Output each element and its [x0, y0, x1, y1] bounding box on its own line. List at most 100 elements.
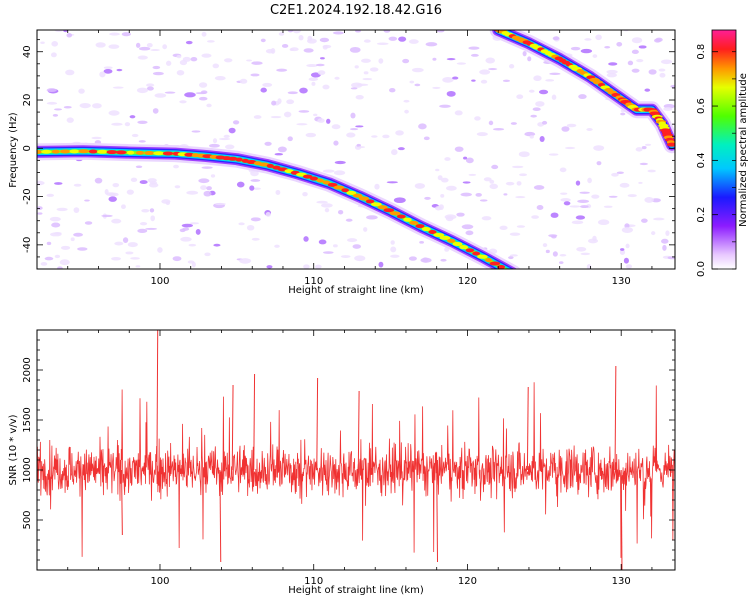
spectrogram-noise-speck	[302, 191, 308, 197]
spectrogram-noise-speck	[40, 41, 45, 44]
spectrogram-noise-speck	[414, 83, 421, 87]
spectrogram-noise-speck	[463, 156, 468, 160]
spectrogram-noise-speck	[303, 236, 309, 242]
ridge-peak-blob	[358, 196, 369, 201]
spectrogram-noise-speck	[559, 261, 564, 265]
spectrogram-noise-speck	[404, 109, 409, 114]
spectrogram-noise-speck	[54, 182, 63, 185]
spectrogram-noise-speck	[146, 83, 155, 87]
spectrogram-noise-speck	[593, 145, 605, 151]
spectrogram-noise-speck	[591, 194, 600, 199]
spectrogram-noise-speck	[298, 34, 304, 41]
ridge-peak-blob	[126, 150, 135, 155]
spectrogram-noise-speck	[146, 43, 153, 48]
spectrogram-noise-speck	[101, 214, 113, 218]
spectrogram-noise-speck	[508, 256, 514, 260]
spectrogram-noise-speck	[322, 45, 328, 50]
spectrogram-noise-speck	[608, 62, 618, 66]
spectrogram-noise-speck	[662, 244, 667, 251]
spectrogram-noise-speck	[46, 193, 55, 197]
spectrogram-x-tick-label: 120	[458, 276, 477, 287]
spectrogram-noise-speck	[663, 107, 673, 111]
spectrogram-noise-speck	[51, 41, 59, 47]
spectrogram-noise-speck	[52, 113, 59, 117]
ridge-peak-blob	[472, 251, 481, 256]
spectrogram-noise-speck	[334, 76, 340, 80]
ridge-peak-blob	[316, 178, 324, 183]
spectrogram-noise-speck	[647, 169, 656, 173]
spectrogram-noise-speck	[619, 249, 626, 255]
spectrogram-y-tick-label: 0	[22, 145, 33, 151]
spectrogram-noise-speck	[225, 144, 235, 150]
spectrogram-noise-speck	[644, 88, 651, 92]
spectrogram-noise-speck	[354, 255, 366, 262]
spectrogram-noise-speck	[77, 247, 88, 251]
spectrogram-noise-speck	[356, 143, 361, 147]
spectrogram-noise-speck	[104, 189, 109, 195]
spectrogram-noise-speck	[46, 241, 52, 246]
spectrogram-noise-speck	[126, 189, 134, 195]
spectrogram-noise-speck	[345, 218, 353, 222]
ridge-peak-blob	[69, 149, 80, 154]
ridge-peak-blob	[51, 149, 60, 154]
snr-y-label: SNR (10 * v/v)	[8, 414, 19, 485]
spectrogram-noise-speck	[446, 58, 456, 61]
spectrogram-noise-speck	[311, 81, 316, 86]
colorbar-gradient	[711, 29, 737, 270]
spectrogram-noise-speck	[383, 30, 391, 33]
spectrogram-noise-speck	[214, 202, 227, 206]
ridge-peak-blob	[666, 142, 675, 147]
spectrogram-noise-speck	[524, 131, 536, 137]
spectrogram-noise-speck	[334, 160, 346, 165]
spectrogram-panel: 100 110 120 130 -40 -20 0 20 40 Height of strai…	[8, 29, 676, 296]
ridge-peak-blob	[389, 211, 401, 216]
spectrogram-noise-speck	[531, 215, 539, 219]
spectrogram-noise-speck	[176, 70, 185, 76]
spectrogram-noise-speck	[374, 183, 380, 190]
ridge-peak-blob	[383, 208, 395, 213]
spectrogram-noise-speck	[533, 185, 545, 190]
spectrogram-noise-speck	[116, 68, 123, 72]
spectrogram-noise-speck	[165, 60, 172, 66]
spectrogram-noise-speck	[519, 173, 528, 177]
spectrogram-noise-speck	[363, 39, 371, 43]
spectrogram-noise-speck	[303, 264, 310, 269]
spectrogram-noise-speck	[510, 122, 517, 125]
spectrogram-noise-speck	[141, 209, 150, 213]
spectrogram-noise-speck	[350, 87, 358, 90]
snr-x-tick-label: 110	[304, 576, 323, 587]
spectrogram-noise-speck	[250, 179, 261, 182]
spectrogram-noise-speck	[274, 152, 284, 156]
spectrogram-noise-speck	[79, 102, 91, 109]
spectrogram-noise-speck	[420, 257, 432, 263]
spectrogram-noise-speck	[265, 211, 271, 217]
spectrogram-noise-speck	[122, 237, 129, 243]
spectrogram-noise-speck	[270, 115, 282, 119]
spectrogram-noise-speck	[108, 196, 117, 202]
spectrogram-y-tick-label: 20	[22, 94, 33, 107]
spectrogram-noise-speck	[620, 112, 626, 116]
spectrogram-noise-speck	[214, 75, 226, 81]
spectrogram-noise-speck	[198, 96, 208, 101]
spectrogram-noise-speck	[201, 31, 207, 37]
snr-spike	[436, 469, 439, 563]
snr-y-ticks: 500 1000 1500 2000	[22, 329, 675, 561]
spectrogram-noise-speck	[180, 236, 192, 242]
spectrogram-noise-speck	[51, 222, 61, 228]
snr-spike	[614, 365, 617, 471]
spectrogram-noise-speck	[349, 128, 359, 131]
spectrogram-noise-speck	[106, 192, 116, 197]
spectrogram-noise-speck	[152, 65, 161, 70]
spectrogram-noise-speck	[440, 258, 447, 262]
spectrogram-noise-speck	[623, 257, 629, 264]
spectrogram-noise-speck	[639, 162, 648, 166]
spectrogram-noise-speck	[131, 133, 139, 138]
ridge-peak-blob	[41, 149, 52, 154]
spectrogram-noise-speck	[289, 48, 294, 51]
spectrogram-noise-speck	[408, 256, 417, 261]
ridge-peak-blob	[489, 261, 501, 266]
spectrogram-noise-speck	[454, 146, 464, 152]
spectrogram-noise-speck	[306, 64, 318, 68]
spectrogram-frame	[36, 29, 676, 270]
spectrogram-noise-speck	[480, 79, 488, 84]
